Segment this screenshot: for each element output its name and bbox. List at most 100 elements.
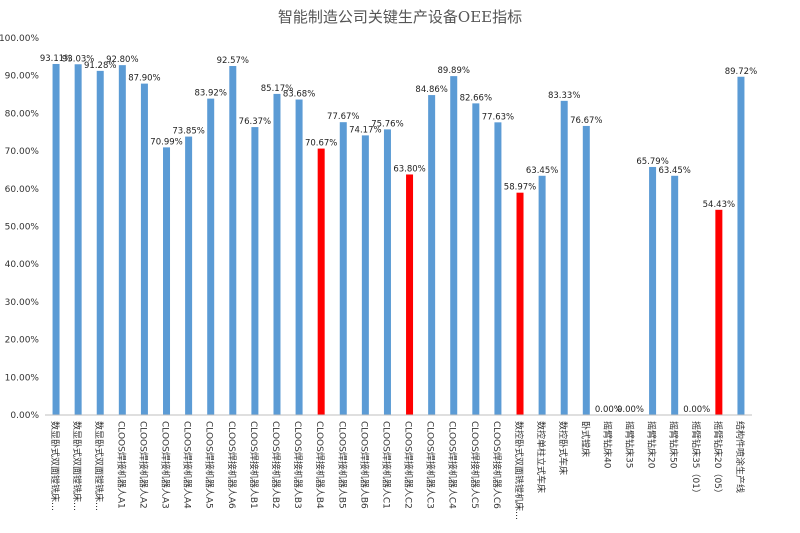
bar	[649, 166, 657, 415]
x-tick-label: CLOOS焊接机器人A5	[204, 421, 216, 509]
bar	[361, 135, 369, 416]
y-tick-label: 90.00%	[5, 72, 40, 82]
x-tick-label: 数控卧式双面铣镗机床…	[513, 421, 525, 520]
bar	[406, 174, 414, 415]
data-label: 75.76%	[371, 119, 403, 129]
x-tick-label: CLOOS焊接机器人A2	[137, 421, 149, 509]
x-tick-label: CLOOS焊接机器人C6	[491, 421, 503, 509]
x-axis-labels-group: 数显卧式双面镗铣床… 数显卧式双面镗铣床… 数显卧式双面镗铣床… CLOOS焊接机器人…	[49, 421, 746, 520]
data-label: 77.63%	[482, 112, 514, 122]
data-label: 85.17%	[261, 84, 293, 94]
data-label: 0.00%	[617, 405, 644, 415]
data-label: 93.03%	[62, 54, 94, 64]
x-tick-label: CLOOS焊接机器人C2	[403, 421, 415, 509]
bars-group	[52, 63, 745, 416]
x-tick-label: CLOOS焊接机器人A3	[160, 421, 172, 509]
x-tick-label: CLOOS焊接机器人B2	[270, 421, 282, 509]
y-tick-label: 0.00%	[10, 411, 39, 421]
data-label: 77.67%	[327, 112, 359, 122]
x-tick-label: 数控单柱立式车床	[535, 421, 547, 493]
bar	[494, 122, 502, 415]
bar	[715, 209, 723, 415]
data-label: 70.99%	[150, 137, 182, 147]
x-tick-label: CLOOS焊接机器人B4	[314, 421, 326, 509]
data-label: 54.43%	[703, 200, 735, 210]
x-tick-label: CLOOS焊接机器人A4	[182, 421, 194, 509]
data-label: 92.57%	[217, 56, 249, 66]
bar	[74, 64, 82, 415]
bar	[118, 65, 126, 416]
data-label: 83.33%	[548, 91, 580, 101]
data-label: 0.00%	[595, 405, 622, 415]
data-label: 83.92%	[194, 89, 226, 99]
data-label: 74.17%	[349, 125, 381, 135]
x-tick-label: CLOOS焊接机器人B6	[358, 421, 370, 509]
data-label: 83.68%	[283, 90, 315, 100]
bar	[737, 76, 745, 415]
data-label: 76.67%	[570, 116, 602, 126]
y-axis: 0.00% 10.00% 20.00% 30.00% 40.00% 50.00% 60.00…	[0, 34, 39, 421]
bar	[339, 122, 347, 416]
y-tick-label: 70.00%	[5, 147, 40, 157]
y-tick-label: 50.00%	[5, 223, 40, 233]
chart-title: 智能制造公司关键生产设备OEE指标	[277, 8, 523, 26]
x-tick-label: 数显卧式双面镗铣床…	[93, 421, 105, 511]
bar	[140, 83, 148, 415]
y-tick-label: 60.00%	[5, 185, 40, 195]
bar	[295, 99, 303, 415]
x-tick-label: 数显卧式双面镗铣床…	[49, 421, 61, 511]
data-label: 89.89%	[438, 66, 470, 76]
data-label: 70.67%	[305, 139, 337, 149]
bar	[251, 127, 259, 416]
y-tick-label: 30.00%	[5, 298, 40, 308]
data-label: 76.37%	[239, 117, 271, 127]
bar	[516, 192, 524, 415]
y-tick-label: 40.00%	[5, 260, 40, 270]
bar	[185, 136, 193, 415]
data-label: 87.90%	[128, 74, 160, 84]
data-label: 63.45%	[526, 166, 558, 176]
bar	[450, 76, 458, 416]
x-tick-label: 摇臂钻床20	[646, 421, 658, 469]
x-tick-label: 数控卧式车床	[557, 421, 569, 475]
bar	[383, 129, 391, 415]
y-tick-label: 10.00%	[5, 373, 40, 383]
bar	[229, 66, 237, 415]
x-tick-label: CLOOS焊接机器人C5	[469, 421, 481, 509]
data-label: 93.11%	[40, 54, 72, 64]
data-label: 82.66%	[460, 93, 492, 103]
x-tick-label: CLOOS焊接机器人A6	[226, 421, 238, 509]
x-tick-label: 摇臂钻床50	[668, 421, 680, 469]
data-label: 92.80%	[106, 55, 138, 65]
data-label: 84.86%	[415, 85, 447, 95]
bar	[52, 63, 60, 415]
x-tick-label: 摇臂钻床20（05）	[712, 421, 724, 498]
x-tick-label: 摇臂钻床35（01）	[690, 421, 702, 498]
data-label: 63.45%	[658, 166, 690, 176]
bar	[428, 95, 436, 416]
x-tick-label: 摇臂钻床35	[623, 421, 635, 468]
y-tick-label: 100.00%	[0, 34, 39, 44]
x-tick-label: CLOOS焊接机器人C4	[447, 421, 459, 509]
data-label: 0.00%	[683, 405, 710, 415]
bar	[207, 98, 215, 416]
x-tick-label: CLOOS焊接机器人B1	[248, 421, 260, 509]
x-tick-label: 卧式镗床	[579, 421, 591, 457]
x-tick-label: CLOOS焊接机器人B3	[292, 421, 304, 509]
x-tick-label: 数显卧式双面镗铣床…	[71, 421, 83, 511]
x-tick-label: 结构件喷涂生产线	[734, 421, 746, 493]
bar	[671, 175, 679, 415]
data-labels-group: 93.11%93.03%91.28%92.80% 87.90% 70.99%73.8…	[40, 54, 757, 415]
data-label: 65.79%	[636, 157, 668, 167]
bar	[538, 175, 546, 415]
x-tick-label: CLOOS焊接机器人B5	[336, 421, 348, 509]
x-tick-label: CLOOS焊接机器人C3	[425, 421, 437, 509]
bar	[163, 147, 171, 415]
bar	[273, 93, 281, 415]
bar	[560, 100, 568, 416]
bar	[317, 148, 325, 415]
x-tick-label: CLOOS焊接机器人C1	[380, 421, 392, 509]
x-tick-label: CLOOS焊接机器人A1	[115, 421, 127, 509]
data-label: 89.72%	[725, 67, 757, 77]
